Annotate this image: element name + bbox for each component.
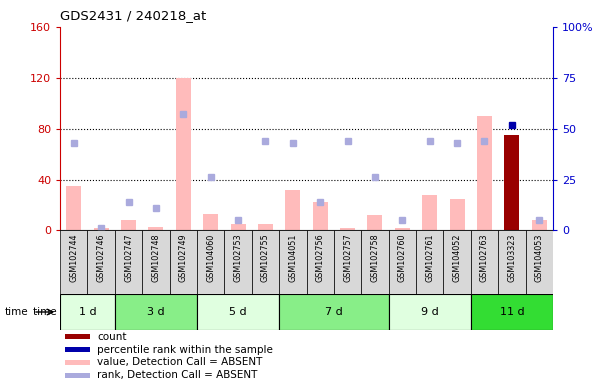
Bar <box>285 190 300 230</box>
Bar <box>307 230 334 294</box>
Bar <box>361 230 389 294</box>
Bar <box>252 230 279 294</box>
Text: GSM102749: GSM102749 <box>179 233 188 282</box>
Bar <box>65 373 90 378</box>
Text: time: time <box>33 307 60 317</box>
Bar <box>197 294 279 330</box>
Bar <box>175 78 191 230</box>
Text: GSM104053: GSM104053 <box>535 233 544 282</box>
Bar <box>224 230 252 294</box>
Bar <box>367 215 382 230</box>
Bar <box>498 230 525 294</box>
Bar <box>416 230 444 294</box>
Bar <box>340 228 355 230</box>
Bar <box>115 294 197 330</box>
Bar <box>389 294 471 330</box>
Text: rank, Detection Call = ABSENT: rank, Detection Call = ABSENT <box>97 371 257 381</box>
Bar <box>142 230 169 294</box>
Text: time: time <box>5 307 28 317</box>
Bar <box>334 230 361 294</box>
Bar <box>477 116 492 230</box>
Bar <box>504 135 519 230</box>
Bar <box>60 230 88 294</box>
Bar <box>389 230 416 294</box>
Text: GSM104051: GSM104051 <box>288 233 297 282</box>
Text: GSM102761: GSM102761 <box>426 233 434 282</box>
Text: 11 d: 11 d <box>499 307 524 317</box>
Bar <box>66 186 81 230</box>
Bar <box>258 224 273 230</box>
Text: GSM102744: GSM102744 <box>69 233 78 282</box>
Bar <box>115 230 142 294</box>
Text: GSM102760: GSM102760 <box>398 233 407 282</box>
Text: GSM102755: GSM102755 <box>261 233 270 282</box>
Bar <box>450 199 465 230</box>
Bar <box>94 228 109 230</box>
Bar <box>231 224 246 230</box>
Text: GSM103323: GSM103323 <box>507 233 516 282</box>
Text: count: count <box>97 332 127 342</box>
Text: GSM102747: GSM102747 <box>124 233 133 282</box>
Text: percentile rank within the sample: percentile rank within the sample <box>97 344 273 354</box>
Bar <box>525 230 553 294</box>
Text: 9 d: 9 d <box>421 307 439 317</box>
Bar <box>60 294 115 330</box>
Bar <box>203 214 218 230</box>
Bar <box>444 230 471 294</box>
Text: GSM102746: GSM102746 <box>97 233 106 282</box>
Text: GSM102748: GSM102748 <box>151 233 160 282</box>
Text: 1 d: 1 d <box>79 307 96 317</box>
Text: GSM102753: GSM102753 <box>234 233 243 282</box>
Bar <box>313 202 328 230</box>
Bar <box>65 347 90 352</box>
Bar <box>169 230 197 294</box>
Bar <box>279 294 389 330</box>
Bar <box>197 230 224 294</box>
Bar <box>422 195 438 230</box>
Bar <box>471 294 553 330</box>
Text: 3 d: 3 d <box>147 307 165 317</box>
Text: 7 d: 7 d <box>325 307 343 317</box>
Text: GSM102756: GSM102756 <box>316 233 325 282</box>
Text: GSM102758: GSM102758 <box>370 233 379 282</box>
Text: GSM102757: GSM102757 <box>343 233 352 282</box>
Bar <box>279 230 307 294</box>
Bar <box>532 220 547 230</box>
Bar <box>121 220 136 230</box>
Bar <box>395 228 410 230</box>
Bar <box>471 230 498 294</box>
Bar <box>65 334 90 339</box>
Bar <box>88 230 115 294</box>
Bar <box>65 360 90 365</box>
Text: GDS2431 / 240218_at: GDS2431 / 240218_at <box>60 9 206 22</box>
Text: GSM104060: GSM104060 <box>206 233 215 282</box>
Text: value, Detection Call = ABSENT: value, Detection Call = ABSENT <box>97 358 263 367</box>
Text: GSM104052: GSM104052 <box>453 233 462 282</box>
Bar <box>148 227 163 230</box>
Text: 5 d: 5 d <box>229 307 247 317</box>
Text: GSM102763: GSM102763 <box>480 233 489 282</box>
